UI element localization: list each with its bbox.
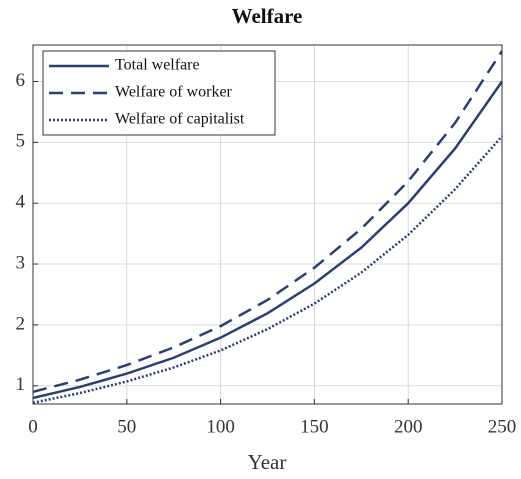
x-tick-label: 200: [394, 416, 423, 437]
y-tick-label: 2: [16, 313, 26, 334]
x-tick-label: 250: [488, 416, 517, 437]
x-tick-label: 50: [117, 416, 136, 437]
series-line: [32, 50, 504, 394]
y-tick-label: 5: [16, 131, 26, 152]
y-tick-label: 4: [16, 192, 26, 213]
y-tick-label: 1: [16, 374, 26, 395]
legend-label: Welfare of worker: [115, 84, 233, 101]
x-tick-label: 150: [300, 416, 329, 437]
legend-label: Welfare of capitalist: [115, 111, 245, 128]
legend-label: Total welfare: [115, 57, 200, 74]
y-tick-label: 6: [16, 70, 26, 91]
x-tick-label: 0: [28, 416, 38, 437]
x-axis-label: Year: [248, 450, 287, 474]
plot-frame: [32, 44, 503, 405]
series-line: [32, 135, 503, 405]
series-line: [32, 80, 504, 400]
chart-title: Welfare: [232, 4, 303, 28]
x-tick-label: 100: [206, 416, 235, 437]
y-tick-label: 3: [16, 252, 26, 273]
